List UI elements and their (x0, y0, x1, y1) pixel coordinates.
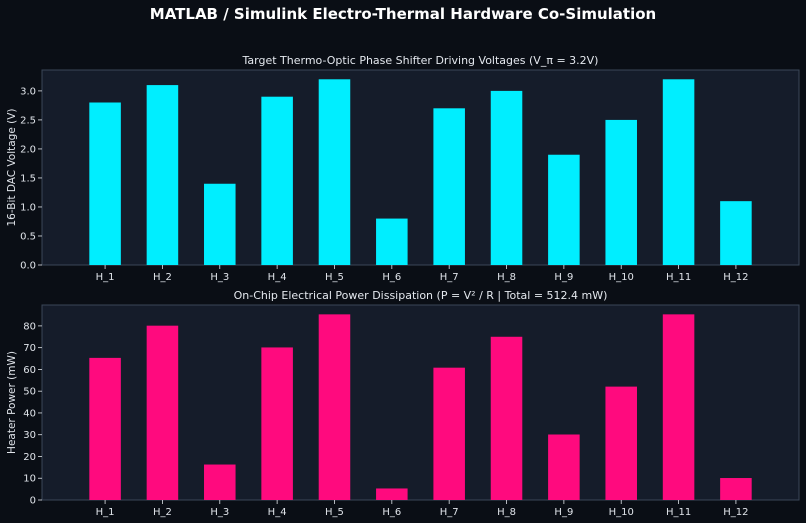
power-bar-h-1 (89, 357, 121, 500)
voltage-y-tick-label: 1.5 (20, 173, 36, 184)
power-x-tick-label: H_11 (666, 507, 691, 518)
power-y-axis-label: Heater Power (mW) (6, 351, 18, 454)
power-bar-h-7 (433, 367, 465, 500)
voltage-y-axis-label: 16-Bit DAC Voltage (V) (6, 108, 18, 226)
power-x-tick-label: H_4 (268, 507, 287, 518)
voltage-y-tick-label: 0.0 (20, 261, 36, 272)
power-bar-h-11 (662, 314, 695, 500)
voltage-bar-h-6 (376, 218, 408, 265)
power-x-tick-label: H_7 (440, 507, 459, 518)
power-y-tick-label: 80 (23, 321, 36, 332)
figure-title: MATLAB / Simulink Electro-Thermal Hardwa… (150, 5, 656, 23)
power-chart-title: On-Chip Electrical Power Dissipation (P … (234, 289, 608, 302)
voltage-y-tick-label: 2.5 (20, 115, 36, 126)
voltage-bar-h-1 (89, 102, 121, 265)
power-y-tick-label: 30 (23, 430, 36, 441)
voltage-x-tick-label: H_2 (153, 272, 172, 283)
voltage-y-tick-label: 0.5 (20, 231, 36, 242)
voltage-x-tick-label: H_8 (497, 272, 516, 283)
voltage-bar-h-12 (720, 201, 752, 265)
power-bar-h-2 (146, 325, 179, 500)
voltage-x-tick-label: H_12 (723, 272, 748, 283)
voltage-chart-title: Target Thermo-Optic Phase Shifter Drivin… (242, 54, 599, 67)
power-bar-h-4 (261, 347, 293, 500)
voltage-bar-h-9 (548, 154, 580, 265)
power-y-tick-label: 20 (23, 452, 36, 463)
voltage-bar-h-7 (433, 108, 465, 265)
power-x-tick-label: H_6 (382, 507, 401, 518)
power-y-tick-label: 0 (30, 496, 36, 507)
voltage-x-tick-label: H_3 (210, 272, 229, 283)
power-bar-h-9 (548, 434, 580, 500)
power-bar-h-5 (318, 314, 351, 500)
power-bar-h-8 (490, 336, 523, 500)
voltage-x-tick-label: H_5 (325, 272, 344, 283)
voltage-x-tick-label: H_11 (666, 272, 691, 283)
power-x-tick-label: H_2 (153, 507, 172, 518)
power-x-tick-label: H_8 (497, 507, 516, 518)
voltage-x-tick-label: H_1 (96, 272, 115, 283)
voltage-bar-h-3 (204, 183, 236, 265)
voltage-x-tick-label: H_10 (609, 272, 634, 283)
power-y-tick-label: 50 (23, 387, 36, 398)
voltage-x-tick-label: H_7 (440, 272, 459, 283)
voltage-bar-h-2 (146, 85, 179, 265)
power-bar-h-10 (605, 386, 637, 500)
power-x-tick-label: H_9 (554, 507, 573, 518)
voltage-bar-h-11 (662, 79, 695, 266)
voltage-x-tick-label: H_9 (554, 272, 573, 283)
voltage-bar-h-5 (318, 79, 351, 266)
voltage-bar-h-4 (261, 96, 293, 265)
voltage-bar-h-10 (605, 119, 637, 266)
voltage-y-tick-label: 2.0 (20, 144, 36, 155)
power-y-tick-label: 60 (23, 365, 36, 376)
power-x-tick-label: H_3 (210, 507, 229, 518)
power-x-tick-label: H_1 (96, 507, 115, 518)
power-bar-h-12 (720, 478, 752, 500)
voltage-bar-h-8 (490, 90, 523, 266)
power-x-tick-label: H_10 (609, 507, 634, 518)
power-y-tick-label: 40 (23, 408, 36, 419)
power-bar-h-6 (376, 488, 408, 500)
power-y-tick-label: 70 (23, 343, 36, 354)
voltage-x-tick-label: H_6 (382, 272, 401, 283)
power-x-tick-label: H_5 (325, 507, 344, 518)
voltage-y-tick-label: 1.0 (20, 202, 36, 213)
voltage-y-tick-label: 3.0 (20, 86, 36, 97)
voltage-x-tick-label: H_4 (268, 272, 287, 283)
power-y-tick-label: 10 (23, 474, 36, 485)
power-bar-h-3 (204, 464, 236, 500)
power-x-tick-label: H_12 (723, 507, 748, 518)
